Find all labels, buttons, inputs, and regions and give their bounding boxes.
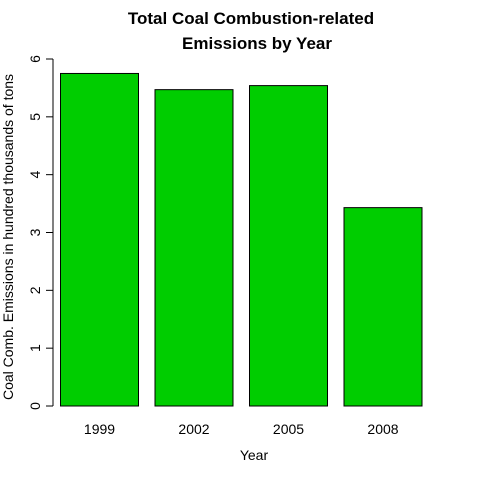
x-tick-label-2002: 2002: [178, 421, 209, 437]
x-tick-label-2008: 2008: [367, 421, 398, 437]
bars-layer: [60, 72, 423, 407]
x-tick-label-2005: 2005: [273, 421, 304, 437]
chart-title: Total Coal Combustion-related: [128, 9, 374, 28]
y-tick-label-4: 4: [27, 171, 43, 179]
y-axis-label: Coal Comb. Emissions in hundred thousand…: [0, 74, 16, 400]
bar-2002: [154, 89, 234, 407]
y-tick-label-0: 0: [27, 402, 43, 410]
bar-2005: [249, 85, 328, 407]
y-axis: 0 1 2 3 4 5 6: [27, 55, 54, 410]
y-tick-label-6: 6: [27, 55, 43, 63]
x-axis-label: Year: [240, 447, 269, 463]
y-tick-label-1: 1: [27, 344, 43, 352]
y-tick-label-3: 3: [27, 228, 43, 236]
y-tick-label-2: 2: [27, 286, 43, 294]
bar-1999: [60, 72, 139, 407]
chart-subtitle: Emissions by Year: [182, 34, 332, 53]
x-axis-tick-labels: 1999 2002 2005 2008: [84, 421, 399, 437]
bar-2008: [343, 207, 423, 407]
y-tick-label-5: 5: [27, 113, 43, 121]
x-tick-label-1999: 1999: [84, 421, 115, 437]
